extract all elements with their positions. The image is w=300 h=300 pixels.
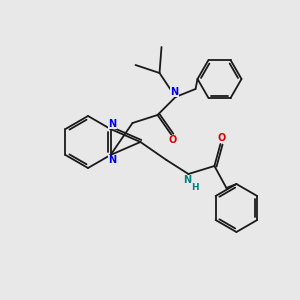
Text: O: O	[217, 133, 226, 143]
Text: N: N	[109, 155, 117, 165]
Text: N: N	[109, 119, 117, 129]
Text: N: N	[170, 87, 178, 97]
Text: O: O	[168, 135, 177, 145]
Text: N: N	[183, 175, 191, 185]
Text: H: H	[192, 182, 199, 191]
